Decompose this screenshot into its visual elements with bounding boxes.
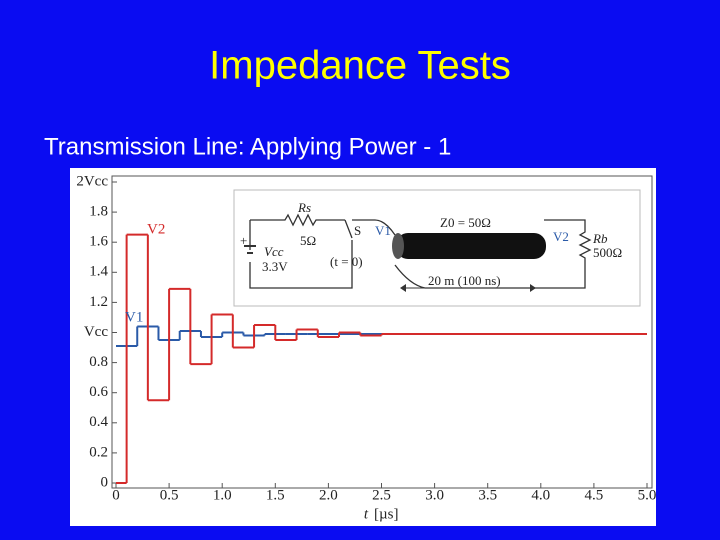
slide-subtitle: Transmission Line: Applying Power - 1 (44, 133, 451, 160)
inset-label: + (240, 233, 247, 248)
coax-end (392, 233, 404, 259)
inset-label: Vcc (264, 244, 284, 259)
x-tick-label: 0.5 (160, 487, 179, 503)
plot: 0 0.2 0.4 0.6 0.8 Vcc 1.2 1.4 1.6 1.8 2Vcc 0 0.5 1.0 1… (76, 173, 656, 522)
y-tick-label: 1.6 (89, 234, 108, 250)
inset-label: Rb (592, 231, 608, 246)
series (116, 233, 647, 484)
x-axis-label: t (364, 506, 369, 522)
inset-label: S (354, 223, 361, 238)
inset-label: Z0 = 50Ω (440, 215, 491, 230)
y-tick-label: 1.2 (89, 294, 108, 310)
inset-label: 3.3V (262, 259, 288, 274)
x-axis-unit: [µs] (374, 506, 398, 522)
x-tick-label: 5.0 (638, 487, 657, 503)
inset-label: V2 (553, 229, 569, 244)
circuit-wires (249, 213, 592, 289)
inset-label: 20 m (100 ns) (428, 273, 501, 288)
y-tick-label: 0.8 (89, 354, 108, 370)
x-tick-label: 3.0 (425, 487, 444, 503)
y-tick-label: 2Vcc (76, 173, 108, 189)
x-tick-label: 0 (112, 487, 120, 503)
y-tick-label: 1.8 (89, 204, 108, 220)
inset-label: 5Ω (300, 233, 316, 248)
y-tick-label: 0.4 (89, 414, 108, 430)
y-tick-label: 1.4 (89, 264, 108, 280)
inset-label: 500Ω (593, 245, 622, 260)
inset-label: V1 (375, 223, 391, 238)
y-tick-label: Vcc (84, 324, 108, 340)
x-tick-label: 2.5 (372, 487, 391, 503)
circuit-inset: Rs 5Ω + Vcc 3.3V S (t = 0) V1 Z0 = 50Ω V… (233, 189, 641, 307)
series-label: V1 (125, 309, 143, 325)
x-tick-label: 4.5 (585, 487, 604, 503)
series-label: V2 (147, 221, 165, 237)
slide-title: Impedance Tests (209, 44, 511, 88)
x-tick-label: 1.0 (213, 487, 232, 503)
inset-label: (t = 0) (330, 254, 363, 269)
y-tick-label: 0 (101, 474, 109, 490)
x-tick-label: 3.5 (478, 487, 497, 503)
inset-label: Rs (297, 200, 311, 215)
x-tick-label: 1.5 (266, 487, 285, 503)
y-tick-label: 0.2 (89, 444, 108, 460)
x-tick-label: 4.0 (531, 487, 550, 503)
coax-cable (396, 233, 546, 259)
y-tick-label: 0.6 (89, 384, 108, 400)
x-tick-label: 2.0 (319, 487, 338, 503)
